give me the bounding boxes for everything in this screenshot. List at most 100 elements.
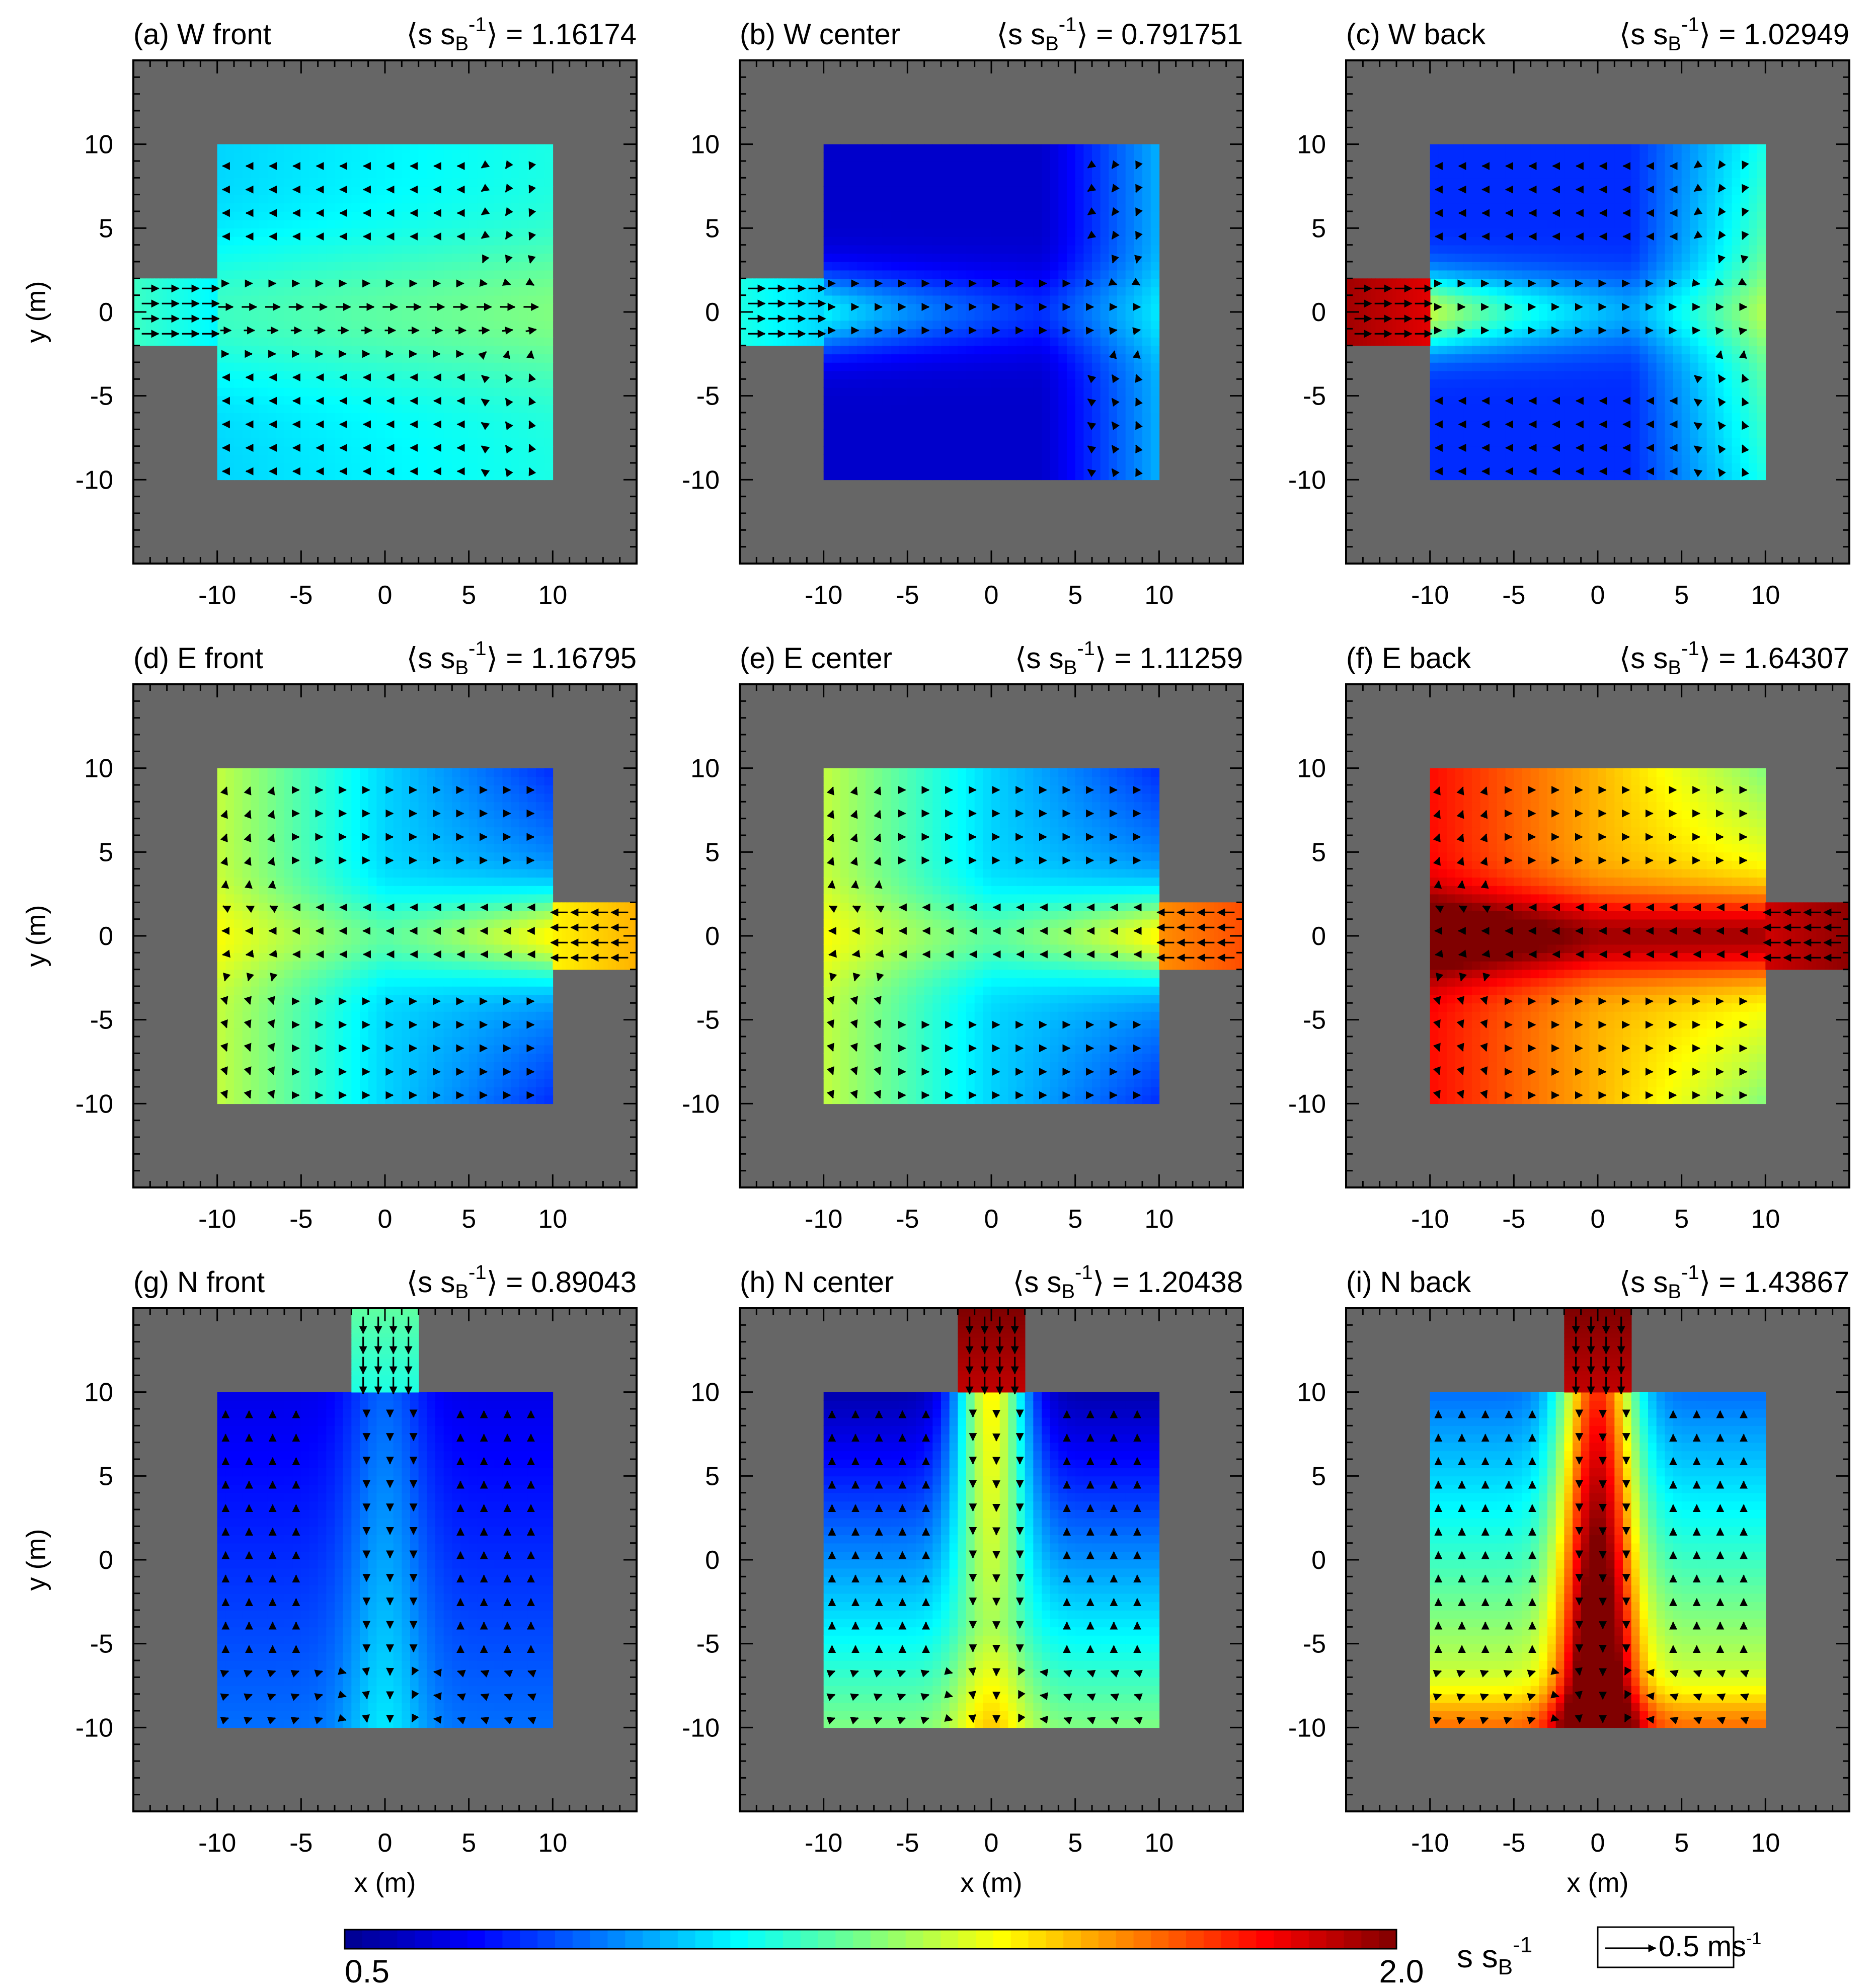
heatmap-cell	[234, 471, 243, 481]
heatmap-cell	[494, 354, 503, 363]
heatmap-cell	[427, 178, 436, 187]
heatmap-cell	[376, 270, 385, 279]
heatmap-cell	[1438, 303, 1447, 312]
heatmap-cell	[1480, 454, 1490, 463]
heatmap-cell	[1083, 337, 1092, 346]
heatmap-cell	[983, 245, 992, 254]
heatmap-cell	[1639, 219, 1649, 229]
heatmap-cell	[443, 169, 453, 179]
heatmap-cell	[1025, 354, 1034, 363]
heatmap-cell	[309, 245, 319, 254]
heatmap-cell	[1117, 438, 1126, 447]
heatmap-cell	[225, 454, 234, 463]
heatmap-cell	[1058, 463, 1067, 472]
heatmap-cell	[402, 395, 411, 405]
heatmap-cell	[1092, 270, 1101, 279]
heatmap-cell	[857, 404, 866, 413]
heatmap-cell	[941, 228, 950, 237]
heatmap-cell	[848, 395, 858, 405]
vector-arrow	[528, 373, 536, 382]
heatmap-cell	[1017, 262, 1026, 271]
heatmap-cell	[1430, 454, 1439, 463]
heatmap-cell	[1656, 312, 1666, 321]
heatmap-cell	[1497, 219, 1506, 229]
heatmap-cell	[427, 219, 436, 229]
heatmap-cell	[1075, 228, 1084, 237]
heatmap-cell	[1100, 345, 1110, 355]
heatmap-cell	[1514, 329, 1523, 338]
heatmap-cell	[823, 144, 833, 153]
heatmap-cell	[1033, 228, 1042, 237]
heatmap-cell	[376, 144, 385, 153]
heatmap-cell	[468, 404, 478, 413]
heatmap-cell	[1665, 438, 1674, 447]
heatmap-cell	[351, 219, 360, 229]
heatmap-cell	[1058, 429, 1067, 438]
heatmap-cell	[443, 211, 453, 220]
heatmap-cell	[301, 429, 310, 438]
heatmap-cell	[840, 463, 849, 472]
heatmap-cell	[1017, 421, 1026, 430]
heatmap-cell	[544, 329, 554, 338]
heatmap-cell	[242, 152, 252, 162]
heatmap-cell	[1581, 429, 1590, 438]
heatmap-cell	[882, 320, 891, 330]
heatmap-cell	[1463, 463, 1472, 472]
heatmap-cell	[385, 194, 394, 204]
heatmap-cell	[832, 245, 841, 254]
heatmap-cell	[259, 236, 268, 246]
heatmap-cell	[1050, 194, 1059, 204]
heatmap-cell	[1606, 186, 1615, 195]
heatmap-cell	[866, 421, 875, 430]
heatmap-cell	[1058, 203, 1067, 212]
heatmap-cell	[1514, 471, 1523, 481]
heatmap-cell	[1017, 370, 1026, 380]
heatmap-cell	[410, 262, 419, 271]
vector-arrow	[481, 398, 490, 407]
heatmap-cell	[983, 219, 992, 229]
heatmap-cell	[1547, 320, 1556, 330]
heatmap-cell	[974, 370, 984, 380]
heatmap-cell	[1042, 270, 1051, 279]
heatmap-cell	[1514, 211, 1523, 220]
heatmap-cell	[891, 169, 900, 179]
heatmap-cell	[335, 287, 344, 296]
heatmap-cell	[418, 395, 428, 405]
heatmap-cell	[1067, 203, 1076, 212]
heatmap-cell	[402, 186, 411, 195]
heatmap-cell	[1489, 245, 1498, 254]
heatmap-cell	[1656, 404, 1666, 413]
heatmap-cell	[368, 161, 377, 170]
heatmap-cell	[1656, 454, 1666, 463]
heatmap-cell	[1463, 404, 1472, 413]
heatmap-cell	[857, 303, 866, 312]
heatmap-cell	[840, 245, 849, 254]
heatmap-cell	[1589, 446, 1598, 455]
heatmap-cell	[1092, 421, 1101, 430]
heatmap-cell	[326, 362, 335, 371]
heatmap-cell	[857, 161, 866, 170]
heatmap-cell	[486, 219, 495, 229]
heatmap-cell	[840, 421, 849, 430]
heatmap-cell	[1665, 169, 1674, 179]
heatmap-cell	[1150, 454, 1160, 463]
heatmap-cell	[1150, 370, 1160, 380]
heatmap-cell	[1539, 429, 1548, 438]
heatmap-cell	[1142, 236, 1151, 246]
heatmap-cell	[343, 194, 352, 204]
heatmap-cell	[1606, 278, 1615, 287]
heatmap-cell	[494, 421, 503, 430]
heatmap-cell	[1025, 463, 1034, 472]
heatmap-cell	[385, 228, 394, 237]
heatmap-cell	[301, 278, 310, 287]
heatmap-cell	[983, 421, 992, 430]
heatmap-cell	[823, 245, 833, 254]
heatmap-cell	[284, 395, 293, 405]
heatmap-cell	[1075, 395, 1084, 405]
heatmap-cell	[376, 362, 385, 371]
heatmap-cell	[251, 161, 260, 170]
heatmap-cell	[1480, 337, 1490, 346]
heatmap-cell	[966, 194, 975, 204]
heatmap-cell	[536, 186, 545, 195]
heatmap-cell	[1008, 253, 1017, 262]
